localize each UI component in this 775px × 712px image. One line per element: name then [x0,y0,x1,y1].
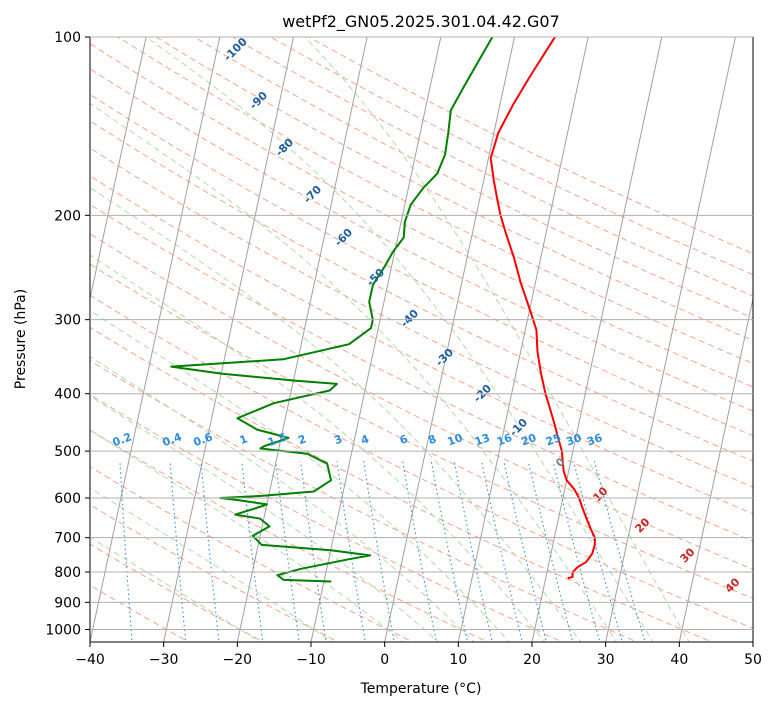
y-tick-label: 800 [54,565,81,581]
x-tick-label: 50 [744,652,762,668]
y-tick-label: 100 [54,30,81,46]
x-tick-label: 20 [523,652,541,668]
y-tick-label: 500 [54,444,81,460]
x-tick-label: −30 [149,652,179,668]
x-tick-label: 40 [670,652,688,668]
y-axis-label: Pressure (hPa) [13,289,29,389]
x-tick-label: 0 [380,652,389,668]
x-tick-label: −20 [223,652,253,668]
y-tick-label: 200 [54,208,81,224]
chart-title: wetPf2_GN05.2025.301.04.42.G07 [282,12,560,32]
x-tick-label: 10 [449,652,467,668]
y-tick-label: 300 [54,313,81,329]
y-tick-label: 900 [54,595,81,611]
y-tick-label: 600 [54,491,81,507]
y-tick-label: 1000 [45,622,81,638]
y-tick-label: 700 [54,531,81,547]
y-tick-label: 400 [54,387,81,403]
x-tick-label: 30 [597,652,615,668]
x-tick-label: −40 [75,652,105,668]
x-tick-label: −10 [296,652,326,668]
x-axis-label: Temperature (°C) [360,681,482,697]
